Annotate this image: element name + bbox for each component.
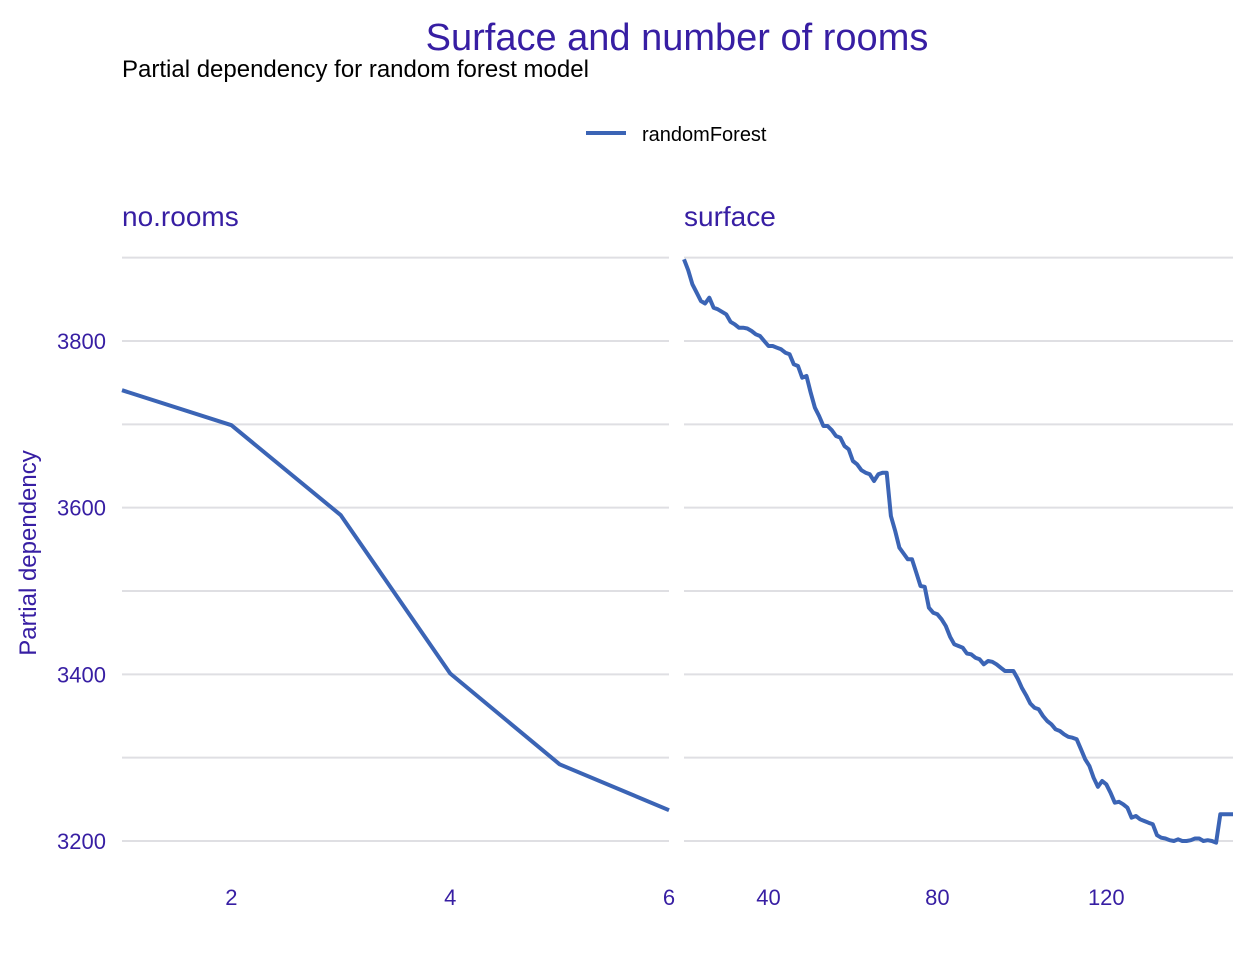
- panel-surface-gridlines: [684, 256, 1233, 842]
- legend: randomForest: [586, 124, 767, 146]
- legend-label-randomforest: randomForest: [642, 124, 767, 146]
- panel-surface-series: [682, 258, 1233, 845]
- panel-no-rooms-series: [121, 388, 670, 813]
- y-axis-label: Partial dependency: [15, 450, 42, 655]
- chart-title: Surface and number of rooms: [426, 17, 929, 59]
- x-tick-label: 2: [225, 885, 237, 910]
- y-tick-label: 3800: [57, 329, 106, 354]
- panel-no-rooms: no.rooms 2 4 6: [121, 201, 675, 910]
- panel-title-surface: surface: [684, 201, 776, 232]
- series-line-randomforest: [121, 388, 670, 813]
- panel-title-no-rooms: no.rooms: [122, 201, 239, 232]
- y-tick-label: 3600: [57, 496, 106, 521]
- x-tick-label: 6: [663, 885, 675, 910]
- y-tick-labels: 3200 3400 3600 3800: [57, 329, 106, 854]
- panel-surface-x-ticks: 40 80 120: [756, 885, 1124, 910]
- panel-no-rooms-x-ticks: 2 4 6: [225, 885, 675, 910]
- chart-subtitle: Partial dependency for random forest mod…: [122, 56, 589, 83]
- series-line-randomforest: [682, 258, 1233, 845]
- panel-no-rooms-gridlines: [122, 256, 669, 842]
- y-tick-label: 3400: [57, 662, 106, 687]
- x-tick-label: 120: [1088, 885, 1125, 910]
- y-tick-label: 3200: [57, 829, 106, 854]
- x-tick-label: 80: [925, 885, 949, 910]
- x-tick-label: 40: [756, 885, 780, 910]
- x-tick-label: 4: [444, 885, 456, 910]
- panel-surface: surface 40 80 120: [682, 201, 1233, 910]
